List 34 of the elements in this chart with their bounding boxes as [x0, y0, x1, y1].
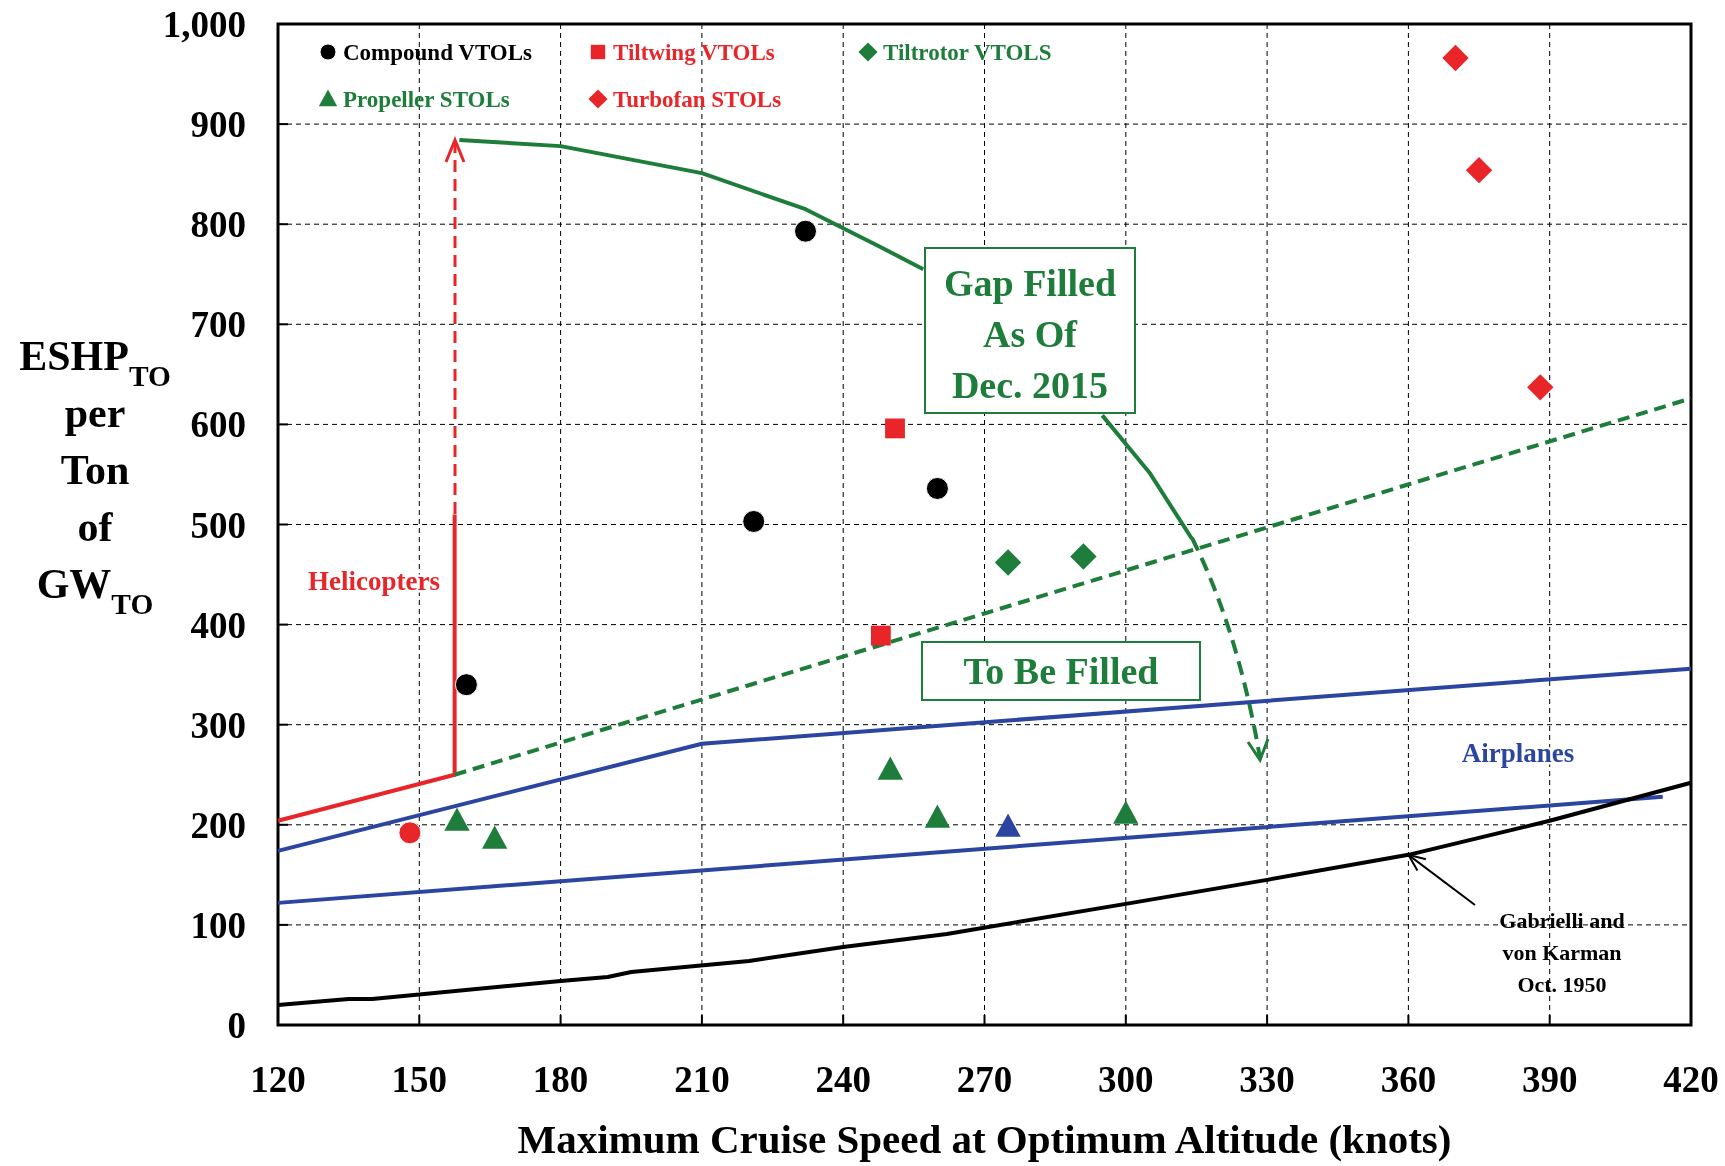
y-axis-title: ESHP$_{TO}$ per Ton of GW$_{TO}$: [19, 333, 171, 620]
y-tick-label: 0: [227, 1005, 246, 1046]
x-tick-label: 210: [674, 1059, 730, 1100]
y-tick-label: 800: [190, 204, 246, 246]
y-tick-label: 1,000: [162, 4, 246, 45]
x-tick-label: 300: [1098, 1059, 1154, 1100]
legend-label: Turbofan STOLs: [613, 87, 782, 112]
y-tick-label: 400: [190, 604, 246, 646]
legend-label: Propeller STOLs: [343, 87, 510, 112]
y-tick-label: 500: [190, 504, 246, 546]
x-tick-label: 120: [250, 1059, 306, 1100]
y-tick-label: 300: [190, 704, 246, 746]
legend-label: Compound VTOLs: [343, 40, 533, 65]
annotation: Gabrielli and von Karman Oct. 1950: [1499, 908, 1625, 997]
x-tick-label: 390: [1521, 1059, 1578, 1100]
x-tick-label: 240: [815, 1059, 871, 1100]
y-tick-label: 900: [190, 104, 246, 146]
x-tick-label: 420: [1663, 1059, 1719, 1100]
x-axis-title: Maximum Cruise Speed at Optimum Altitude (knots): [517, 1116, 1452, 1162]
x-tick-label: 180: [532, 1059, 589, 1100]
y-tick-label: 100: [190, 904, 246, 946]
y-tick-label: 700: [190, 304, 246, 346]
x-tick-label: 360: [1380, 1059, 1437, 1100]
legend-label: Tiltrotor VTOLS: [883, 40, 1052, 65]
y-tick-label: 200: [190, 804, 246, 846]
annotation: Gap Filled As Of Dec. 2015: [943, 262, 1117, 406]
y-tick-label: 600: [190, 404, 246, 446]
legend-label: Tiltwing VTOLs: [613, 40, 775, 65]
x-tick-label: 330: [1239, 1059, 1295, 1100]
annotation: To Be Filled: [963, 650, 1159, 692]
x-tick-label: 150: [391, 1059, 448, 1100]
x-tick-label: 270: [956, 1059, 1013, 1100]
series-label: Airplanes: [1461, 738, 1575, 768]
series-label: Helicopters: [308, 566, 440, 596]
